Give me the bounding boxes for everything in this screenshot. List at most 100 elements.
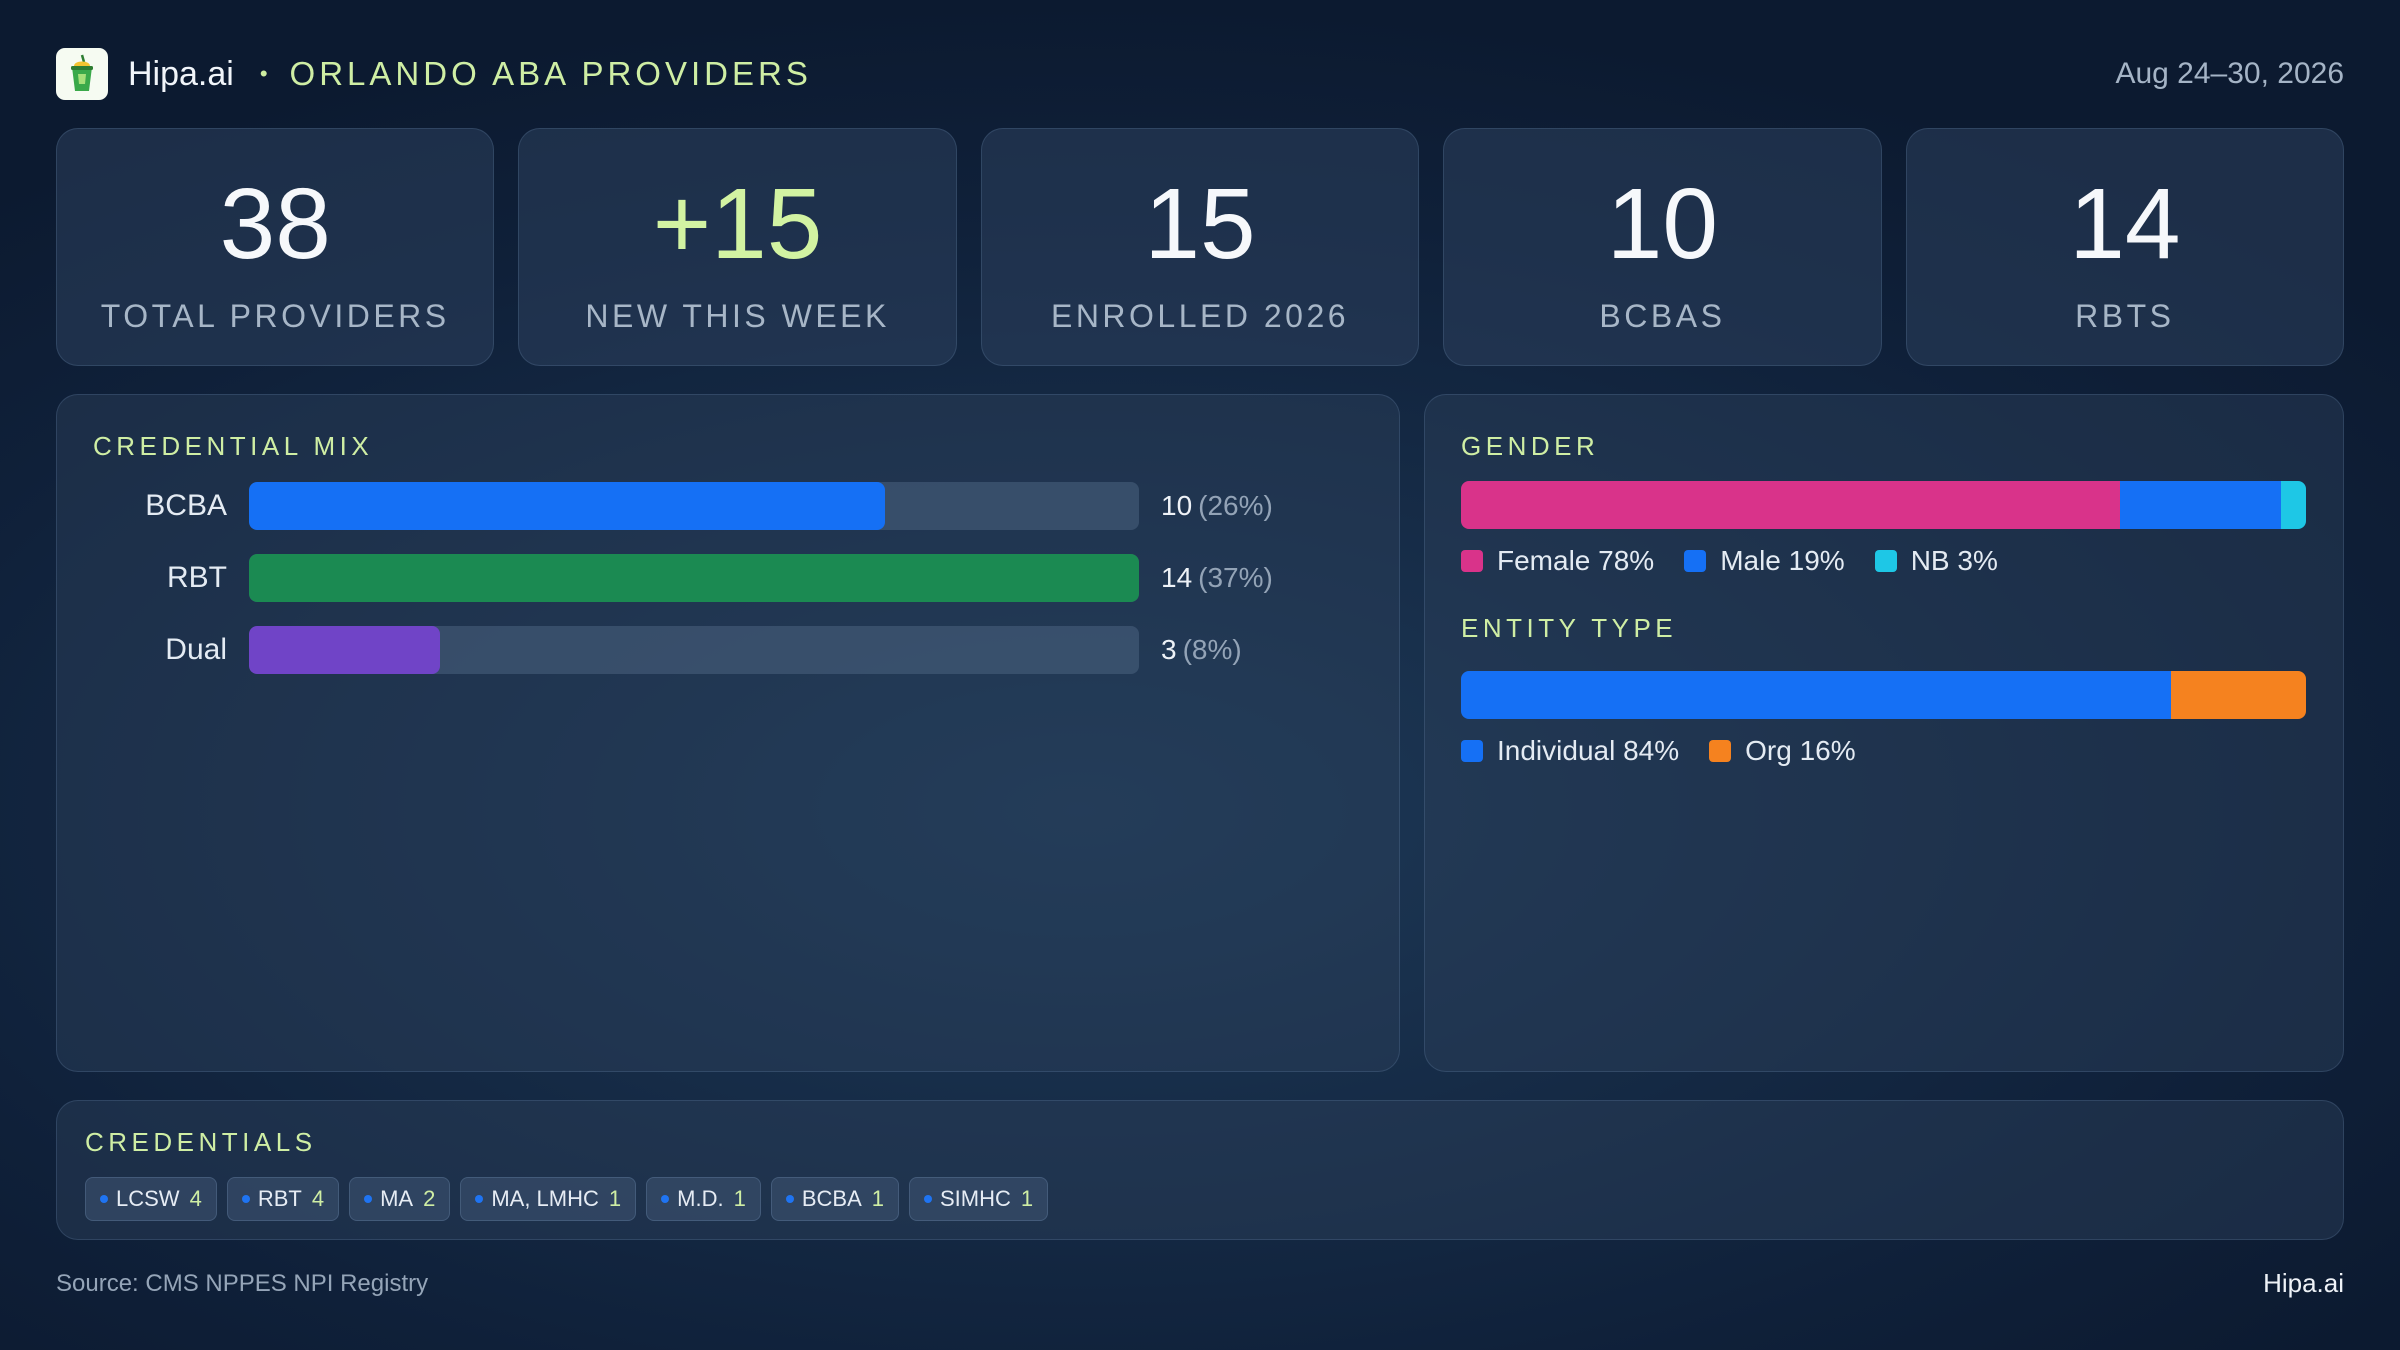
kpi-enrolled-2026: 15 ENROLLED 2026 [980,128,1420,366]
credential-mix-title: CREDENTIAL MIX [93,431,374,461]
bar-row-bcba: BCBA 10 (26%) [93,481,1293,531]
bar-label: BCBA [145,489,227,522]
legend-swatch [1461,740,1483,762]
bar-row-dual: Dual 3 (8%) [93,625,1293,675]
chip-label: LCSW [116,1186,180,1211]
legend-item-individual: Individual 84% [1461,735,1679,767]
dot-icon [785,1195,794,1203]
kpi-value: 10 [1606,168,1719,280]
legend-label: Female 78% [1497,545,1655,576]
kpi-value: 14 [2069,168,2181,280]
kpi-value: 38 [219,168,331,280]
chip-label: M.D. [677,1186,724,1211]
kpi-bcbas: 10 BCBAS [1443,128,1882,366]
bar-track [249,482,1139,530]
footer-brand: Hipa.ai [2263,1268,2344,1298]
bar-label: RBT [167,561,227,594]
bar-percent: (26%) [1198,490,1273,521]
kpi-label: NEW THIS WEEK [585,298,890,334]
kpi-rbts: 14 RBTS [1905,128,2345,366]
brand-name: Hipa.ai [128,54,234,93]
stack-segment-female [1461,481,2121,529]
credential-chip[interactable]: MA, LMHC 1 [460,1177,637,1221]
entity-legend: Individual 84% Org 16% [1461,735,1886,767]
chip-label: MA, LMHC [491,1186,599,1211]
legend-label: Male 19% [1720,545,1845,576]
bar-value-label: 10 (26%) [1161,490,1273,522]
cup-icon [56,48,108,100]
kpi-label: RBTS [2075,298,2175,334]
kpi-total-providers: 38 TOTAL PROVIDERS [56,128,495,366]
entity-stacked-bar [1461,671,2306,719]
demographics-panel: GENDER Female 78% Male 19% NB 3% ENTITY … [1424,394,2344,1072]
kpi-label: ENROLLED 2026 [1050,298,1350,334]
kpi-label: BCBAS [1599,298,1726,334]
credential-chip[interactable]: SIMHC 1 [909,1177,1049,1221]
legend-swatch [1874,550,1897,572]
bar-value: 10 [1161,490,1193,521]
kpi-value: 15 [1144,168,1256,280]
legend-swatch [1684,550,1707,572]
entity-type-title: ENTITY TYPE [1461,613,1678,643]
bar-fill-rbt [249,554,1139,602]
bar-percent: (8%) [1182,634,1242,665]
bar-row-rbt: RBT 14 (37%) [93,553,1293,603]
credential-chip[interactable]: MA 2 [349,1177,451,1221]
legend-swatch [1709,740,1732,762]
legend-label: Individual 84% [1497,735,1680,766]
date-range: Aug 24–30, 2026 [2115,57,2344,90]
dot-icon [924,1195,932,1203]
kpi-new-this-week: +15 NEW THIS WEEK [518,128,957,366]
header: Hipa.ai • ORLANDO ABA PROVIDERS Aug 24–3… [56,47,2344,101]
chip-label: MA [380,1186,414,1211]
credentials-panel: CREDENTIALS LCSW 4 RBT 4 MA 2 MA, LMHC 1 M.D… [56,1100,2344,1240]
bar-value: 14 [1161,562,1193,593]
chip-count: 4 [189,1186,202,1211]
kpi-value: +15 [652,168,823,280]
bar-fill-bcba [249,482,885,530]
dot-icon [241,1195,250,1203]
chip-count: 1 [608,1186,622,1211]
bar-percent: (37%) [1198,562,1273,593]
dot-icon [661,1195,670,1203]
stack-segment-org [2170,671,2306,719]
dot-icon [100,1195,108,1203]
chip-count: 1 [871,1186,884,1211]
gender-title: GENDER [1461,431,1600,461]
kpi-row: 38 TOTAL PROVIDERS +15 NEW THIS WEEK 15 … [56,128,2345,366]
credential-chip[interactable]: M.D. 1 [646,1177,761,1221]
gender-stacked-bar [1461,481,2306,529]
credentials-title: CREDENTIALS [85,1127,317,1157]
legend-item-org: Org 16% [1709,735,1856,767]
legend-swatch [1461,550,1483,572]
legend-item-nb: NB 3% [1874,545,1998,577]
stack-segment-individual [1461,671,2171,719]
bar-track [249,626,1139,674]
bar-track [249,554,1139,602]
bar-value-label: 3 (8%) [1161,634,1242,666]
legend-label: Org 16% [1745,735,1856,766]
bar-fill-dual [249,626,440,674]
kpi-label: TOTAL PROVIDERS [100,298,450,334]
legend-label: NB 3% [1910,545,1998,576]
dot-icon [475,1195,484,1203]
credential-mix-panel: CREDENTIAL MIX BCBA 10 (26%) RBT 14 (37%) … [56,394,1400,1072]
chip-label: BCBA [801,1186,862,1211]
stack-segment-male [2120,481,2281,529]
chip-count: 4 [311,1186,325,1211]
gender-legend: Female 78% Male 19% NB 3% [1461,545,2028,577]
chip-label: RBT [257,1186,302,1211]
stack-segment-nb [2280,481,2306,529]
bar-label: Dual [165,633,227,666]
header-separator: • [259,61,268,86]
chip-label: SIMHC [940,1186,1011,1211]
region-title: ORLANDO ABA PROVIDERS [289,55,812,92]
legend-item-male: Male 19% [1684,545,1845,577]
credential-chip[interactable]: LCSW 4 [85,1177,217,1221]
chip-count: 2 [423,1186,436,1211]
credential-chip[interactable]: BCBA 1 [770,1177,899,1221]
credential-chip[interactable]: RBT 4 [226,1177,340,1221]
bar-value: 3 [1161,634,1177,665]
legend-item-female: Female 78% [1461,545,1654,577]
credential-chip-list: LCSW 4 RBT 4 MA 2 MA, LMHC 1 M.D. 1 BCBA 1 SIM… [85,1177,1049,1221]
